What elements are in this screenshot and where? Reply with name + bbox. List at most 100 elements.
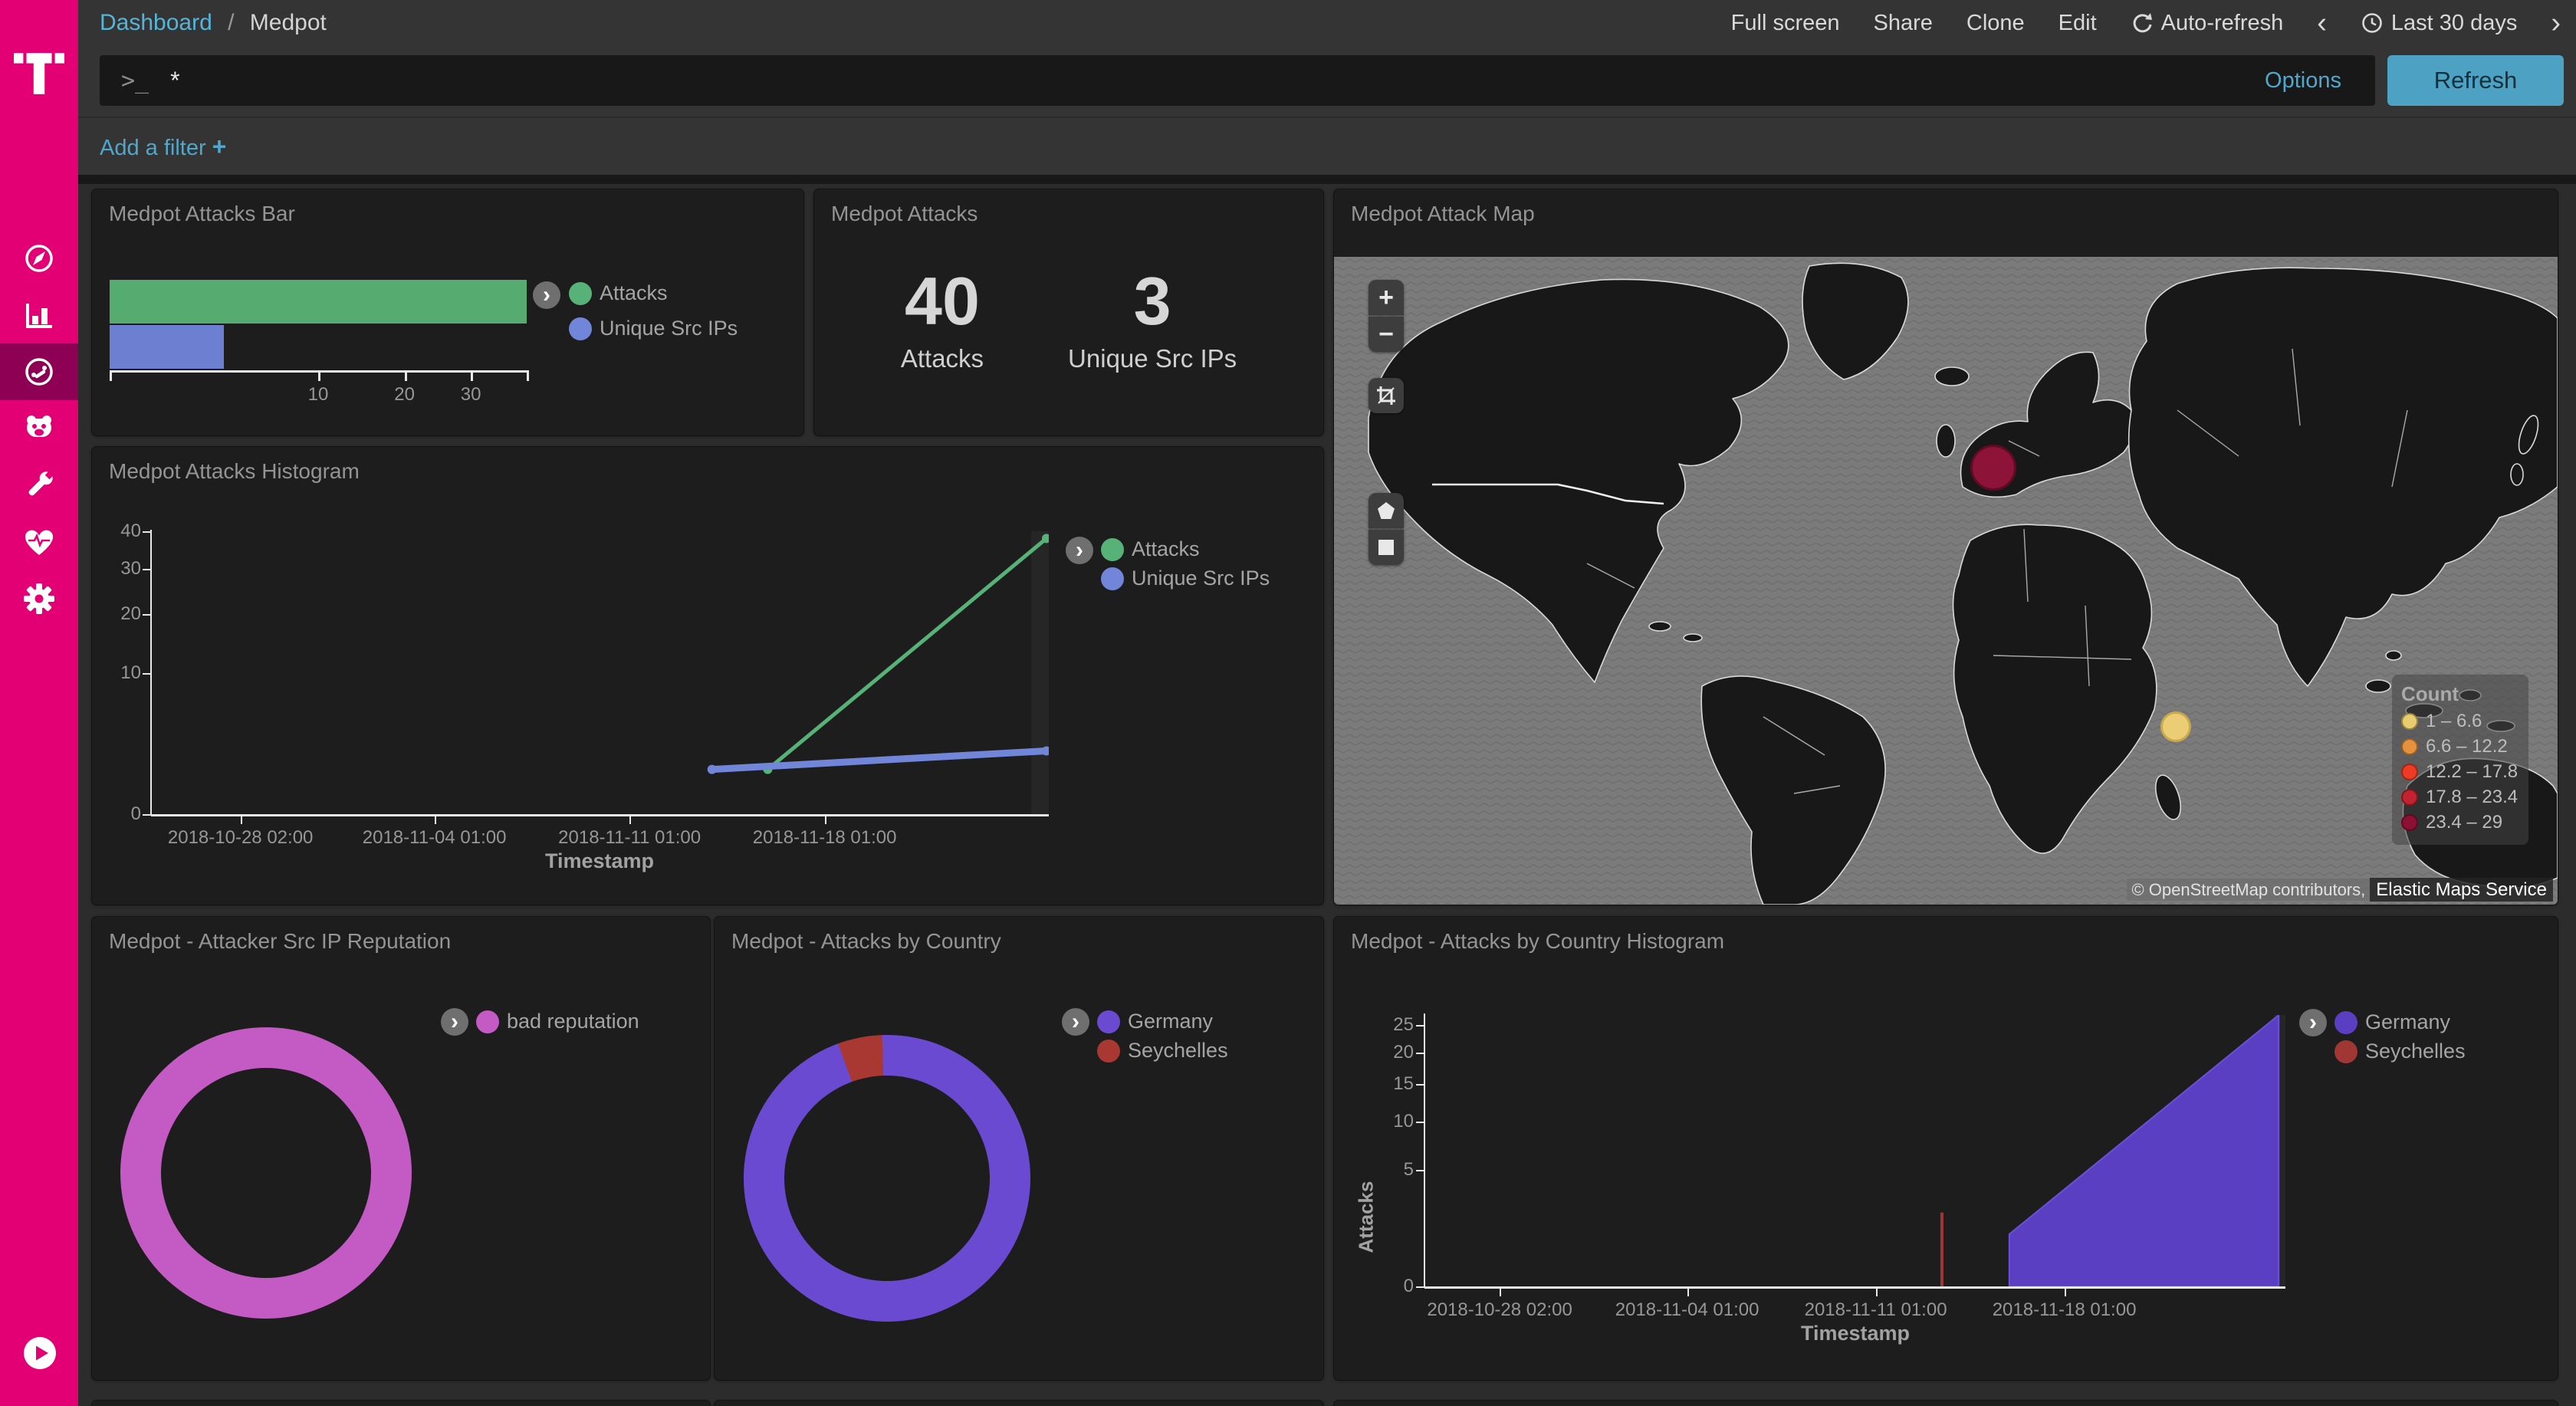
legend-toggle-arrow[interactable]: › xyxy=(441,1008,468,1036)
panel-title[interactable]: Medpot Attacks xyxy=(831,202,978,225)
legend-toggle-arrow[interactable]: › xyxy=(1066,537,1093,564)
map-fit-bounds-button[interactable] xyxy=(1368,378,1404,413)
y-tick-mark xyxy=(1416,1084,1424,1086)
x-tick-mark xyxy=(1687,1289,1689,1296)
map-legend-range: 23.4 – 29 xyxy=(2426,812,2503,833)
heartbeat-icon xyxy=(25,530,54,555)
legend-toggle-arrow[interactable]: › xyxy=(2299,1009,2327,1036)
query-bar: >_ * Options Refresh xyxy=(78,46,2576,115)
bar-attacks[interactable] xyxy=(110,280,527,324)
x-tick-mark xyxy=(1500,1289,1502,1296)
panel-medpot-attacks-histogram: Medpot Attacks Histogram 0 10 20 30 40 2018-1… xyxy=(92,447,1323,905)
sidebar-item-monitoring[interactable] xyxy=(0,514,78,570)
panel-title[interactable]: Medpot - Attacker Src IP Reputation xyxy=(109,929,452,953)
clone-button[interactable]: Clone xyxy=(1966,10,2025,35)
y-axis xyxy=(150,530,152,816)
world-map[interactable]: + − Count 1 xyxy=(1334,257,2558,905)
y-tick-label: 20 xyxy=(120,603,141,625)
legend-toggle-arrow[interactable]: › xyxy=(533,281,560,309)
y-tick-mark xyxy=(1416,1053,1424,1055)
y-tick-mark xyxy=(143,614,151,616)
legend-dot-bad-reputation xyxy=(476,1010,499,1033)
x-tick-label: 2018-10-28 02:00 xyxy=(167,827,314,848)
map-zoom-in-button[interactable]: + xyxy=(1368,280,1404,315)
metric-label: Unique Src IPs xyxy=(1068,344,1237,373)
legend-item-seychelles[interactable]: Seychelles xyxy=(2334,1040,2466,1063)
map-point-western-germany[interactable] xyxy=(1970,444,2017,491)
legend-dot-unique xyxy=(569,317,592,340)
x-tick-label: 2018-11-18 01:00 xyxy=(752,827,897,848)
sidebar-item-dashboard[interactable] xyxy=(0,343,78,400)
share-button[interactable]: Share xyxy=(1873,10,1933,35)
edit-button[interactable]: Edit xyxy=(2058,10,2097,35)
square-icon xyxy=(1378,540,1394,555)
time-back-chevron[interactable]: ‹ xyxy=(2317,7,2327,39)
filter-bar: Add a filter + xyxy=(78,117,2576,175)
x-axis-title: Timestamp xyxy=(1800,1322,1911,1345)
x-tick-label: 2018-11-11 01:00 xyxy=(1804,1299,1947,1320)
x-axis xyxy=(1424,1286,2285,1289)
panel-title[interactable]: Medpot Attacks Bar xyxy=(109,202,295,225)
y-tick-mark xyxy=(1416,1286,1424,1288)
y-tick-label: 30 xyxy=(120,558,141,580)
legend-dot-germany xyxy=(2334,1010,2358,1034)
breadcrumb-dashboard-link[interactable]: Dashboard xyxy=(100,10,212,35)
legend-toggle-arrow[interactable]: › xyxy=(1062,1008,1089,1036)
x-tick-label: 2018-11-18 01:00 xyxy=(1992,1299,2137,1320)
legend-item-attacks[interactable]: Attacks xyxy=(1101,537,1200,561)
x-tick-mark xyxy=(2064,1289,2066,1296)
auto-refresh-button[interactable]: Auto-refresh xyxy=(2131,11,2283,36)
query-prompt-icon: >_ xyxy=(121,67,150,94)
osm-attribution[interactable]: © OpenStreetMap contributors, xyxy=(2127,879,2371,901)
time-range-picker[interactable]: Last 30 days xyxy=(2361,11,2517,36)
full-screen-button[interactable]: Full screen xyxy=(1730,10,1840,35)
plus-icon: + xyxy=(212,132,227,160)
legend-item-unique-src-ips[interactable]: Unique Src IPs xyxy=(1101,567,1270,590)
elastic-maps-attribution[interactable]: Elastic Maps Service xyxy=(2370,878,2553,902)
breadcrumb: Dashboard / Medpot xyxy=(100,10,327,36)
legend-item-bad-reputation[interactable]: bad reputation xyxy=(476,1010,639,1033)
time-forward-chevron[interactable]: › xyxy=(2551,7,2561,39)
legend-item-unique-src-ips[interactable]: Unique Src IPs xyxy=(569,317,738,340)
sidebar-item-discover[interactable] xyxy=(0,230,78,287)
query-options-link[interactable]: Options xyxy=(2265,67,2341,93)
map-draw-polygon-button[interactable] xyxy=(1368,493,1404,528)
sidebar-item-dev-tools[interactable] xyxy=(0,457,78,514)
search-input[interactable]: >_ * Options xyxy=(100,55,2375,106)
reputation-donut-chart[interactable] xyxy=(120,1027,412,1319)
panel-title[interactable]: Medpot Attacks Histogram xyxy=(109,459,360,483)
country-donut-chart[interactable] xyxy=(744,1035,1030,1322)
telekom-logo-icon[interactable] xyxy=(14,37,64,110)
collapse-play-icon[interactable] xyxy=(22,1335,58,1371)
legend-item-germany[interactable]: Germany xyxy=(1097,1010,1213,1033)
panel-title[interactable]: Medpot Attack Map xyxy=(1351,202,1535,225)
line-chart[interactable] xyxy=(151,531,1049,814)
sidebar-item-visualize[interactable] xyxy=(0,287,78,343)
refresh-button[interactable]: Refresh xyxy=(2387,55,2564,106)
sidebar-item-management[interactable] xyxy=(0,570,78,627)
y-tick-label: 40 xyxy=(120,521,141,541)
legend-item-seychelles[interactable]: Seychelles xyxy=(1097,1039,1228,1063)
map-zoom-out-button[interactable]: − xyxy=(1368,317,1404,352)
x-axis-title: Timestamp xyxy=(544,849,655,872)
x-tick-mark xyxy=(1875,1289,1878,1296)
legend-dot-seychelles xyxy=(1097,1039,1120,1063)
clock-icon xyxy=(2362,13,2382,33)
add-filter-link[interactable]: Add a filter + xyxy=(100,132,227,160)
us-canada-border-line xyxy=(1432,483,1664,505)
panel-title[interactable]: Medpot - Attacks by Country xyxy=(731,929,1001,953)
map-point-seychelles[interactable] xyxy=(2160,711,2192,742)
area-chart[interactable] xyxy=(1424,1015,2285,1286)
legend-item-germany[interactable]: Germany xyxy=(2334,1010,2450,1034)
map-draw-rectangle-button[interactable] xyxy=(1368,530,1404,565)
metric-attacks: 40 Attacks xyxy=(901,263,984,373)
legend-dot-attacks xyxy=(569,281,592,305)
bar-unique-src-ips[interactable] xyxy=(110,325,224,369)
panel-attacker-src-ip-reputation: Medpot - Attacker Src IP Reputation › ba… xyxy=(92,917,710,1380)
map-legend-dot xyxy=(2401,713,2418,730)
y-tick-label: 5 xyxy=(1403,1158,1414,1180)
sidebar-item-bear-app[interactable] xyxy=(0,400,78,457)
panel-title[interactable]: Medpot - Attacks by Country Histogram xyxy=(1351,929,1725,953)
legend-item-attacks[interactable]: Attacks xyxy=(569,281,668,305)
x-tick-mark xyxy=(527,370,529,381)
